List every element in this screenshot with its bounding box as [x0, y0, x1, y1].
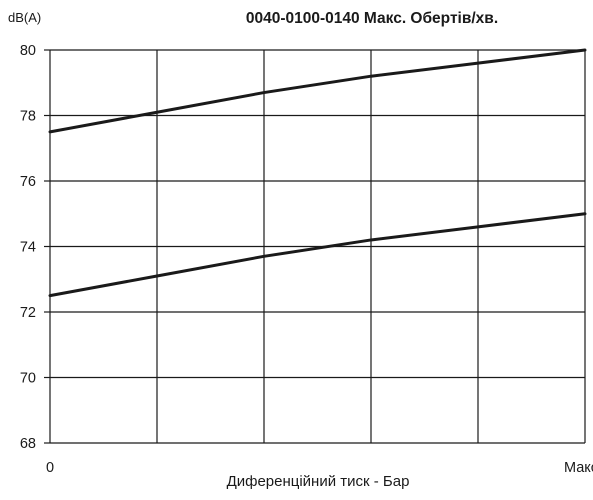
y-tick-label: 76 — [20, 174, 36, 190]
chart-title: 0040-0100-0140 Макс. Обертів/хв. — [246, 10, 498, 27]
y-tick-label: 78 — [20, 109, 36, 125]
series-lines — [50, 50, 585, 296]
y-tick-label: 80 — [20, 43, 36, 59]
x-axis-label: Диференційний тиск - Бар — [227, 473, 410, 490]
grid — [44, 50, 585, 443]
y-axis-label: dB(A) — [8, 10, 41, 25]
x-tick-label: Макс. — [564, 460, 593, 476]
y-tick-label: 74 — [20, 240, 36, 256]
y-tick-label: 68 — [20, 436, 36, 452]
series-line-2 — [50, 214, 585, 296]
tick-labels: 68 70 72 74 76 78 80 0 Макс. — [20, 43, 593, 476]
x-tick-label: 0 — [46, 460, 54, 476]
y-tick-label: 72 — [20, 305, 36, 321]
series-line-1 — [50, 50, 585, 132]
y-tick-label: 70 — [20, 371, 36, 387]
